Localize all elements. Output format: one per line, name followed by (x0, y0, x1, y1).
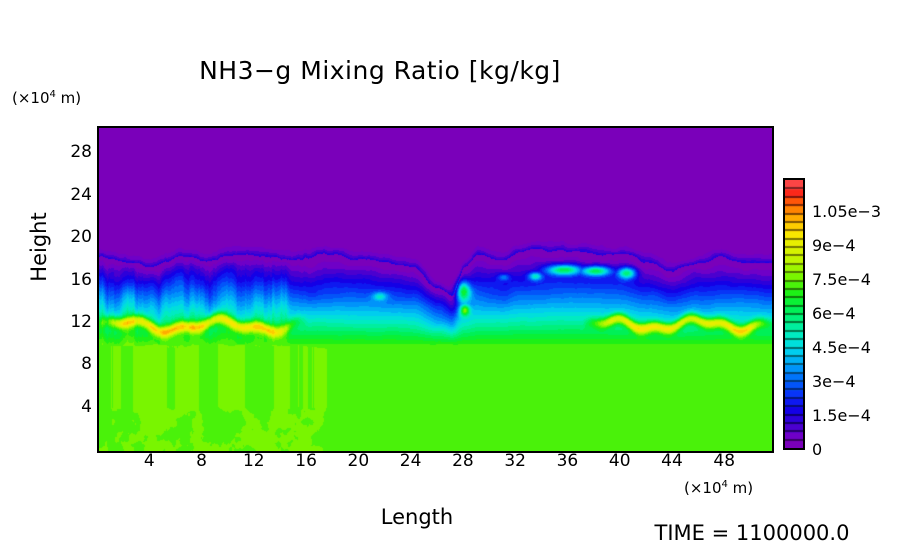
time-status-text: TIME = 1100000.0 (654, 521, 850, 545)
heatmap-plot-area[interactable] (97, 126, 774, 453)
x-tick-label: 20 (347, 451, 370, 471)
y-tick-label: 28 (70, 142, 92, 163)
colorbar-tick-label: 6e−4 (812, 304, 856, 323)
y-tick-label: 12 (70, 311, 92, 332)
y-axis-unit-label: (×104 m) (12, 89, 81, 107)
page-title: NH3−g Mixing Ratio [kg/kg] (199, 56, 561, 85)
x-tick-label: 8 (196, 451, 207, 471)
x-axis-unit-label: (×104 m) (684, 479, 753, 497)
heatmap-canvas (99, 128, 772, 451)
colorbar-tick-label: 0 (812, 440, 823, 459)
y-axis-unit-exponent: 4 (49, 89, 56, 100)
x-axis-unit-prefix: (×10 (684, 479, 722, 497)
y-tick-label: 20 (70, 227, 92, 248)
y-tick-label: 16 (70, 269, 92, 290)
x-tick-label: 32 (504, 451, 526, 471)
y-tick-label: 4 (81, 396, 92, 417)
x-axis-tick-labels: 4 8 12 16 20 24 28 32 36 40 44 48 (97, 453, 774, 479)
x-axis-unit-suffix: m) (727, 479, 754, 497)
x-tick-label: 36 (556, 451, 579, 471)
y-axis-unit-prefix: (×10 (12, 89, 50, 107)
x-tick-label: 4 (143, 451, 155, 471)
colorbar-tick-label: 4.5e−4 (812, 338, 871, 357)
y-axis-unit-suffix: m) (55, 89, 82, 107)
colorbar-canvas (785, 180, 803, 448)
y-tick-label: 24 (70, 184, 92, 205)
colorbar-tick-label: 1.5e−4 (812, 406, 871, 425)
x-tick-label: 12 (242, 451, 265, 471)
x-axis-title: Length (380, 505, 454, 529)
colorbar[interactable] (783, 178, 805, 450)
x-tick-label: 24 (399, 451, 422, 471)
x-tick-label: 40 (608, 451, 631, 471)
x-axis-unit-exponent: 4 (721, 479, 728, 490)
colorbar-tick-label: 1.05e−3 (812, 202, 882, 221)
x-tick-label: 44 (661, 451, 683, 471)
y-axis-tick-labels: 4 8 12 16 20 24 28 (44, 126, 92, 449)
colorbar-tick-label: 7.5e−4 (812, 270, 871, 289)
colorbar-tick-label: 9e−4 (812, 236, 856, 255)
colorbar-tick-label: 3e−4 (812, 372, 856, 391)
y-tick-label: 8 (81, 354, 92, 375)
x-tick-label: 16 (295, 451, 317, 471)
colorbar-tick-labels: 1.05e−3 9e−4 7.5e−4 6e−4 4.5e−4 3e−4 1.5e−4 0 (812, 178, 904, 458)
x-tick-label: 28 (452, 451, 474, 471)
x-tick-label: 48 (713, 451, 736, 471)
